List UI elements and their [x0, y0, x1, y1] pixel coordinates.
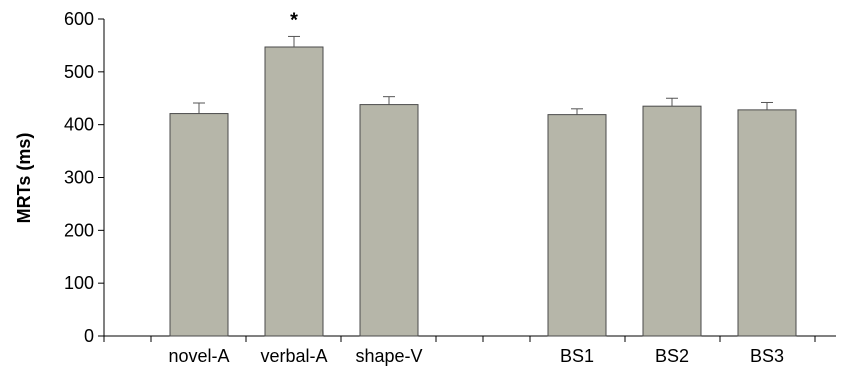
y-axis-title: MRTs (ms) [14, 133, 34, 224]
category-label-BS2: BS2 [655, 346, 689, 366]
bar-BS1 [547, 114, 607, 337]
category-label-BS3: BS3 [750, 346, 784, 366]
bar-verbal-A [264, 46, 324, 337]
y-tick-label: 500 [64, 62, 94, 82]
labels-group: 0 100 200 300 400 500 600 novel-A verbal-A shape-… [64, 9, 784, 366]
bar-novel-A [169, 113, 229, 337]
y-tick-label: 200 [64, 220, 94, 240]
y-tick-label: 100 [64, 273, 94, 293]
y-tick-label: 400 [64, 115, 94, 135]
category-label-shape-V: shape-V [355, 346, 422, 366]
category-label-novel-A: novel-A [168, 346, 229, 366]
significance-marker: * [290, 9, 298, 31]
bar-BS2 [642, 105, 702, 337]
category-label-BS1: BS1 [560, 346, 594, 366]
y-tick-label: 600 [64, 9, 94, 29]
y-tick-label: 0 [84, 326, 94, 346]
bar-shape-V [359, 104, 419, 337]
y-tick-label: 300 [64, 168, 94, 188]
category-label-verbal-A: verbal-A [260, 346, 327, 366]
bar-BS3 [737, 109, 797, 337]
bars-group [169, 35, 797, 337]
